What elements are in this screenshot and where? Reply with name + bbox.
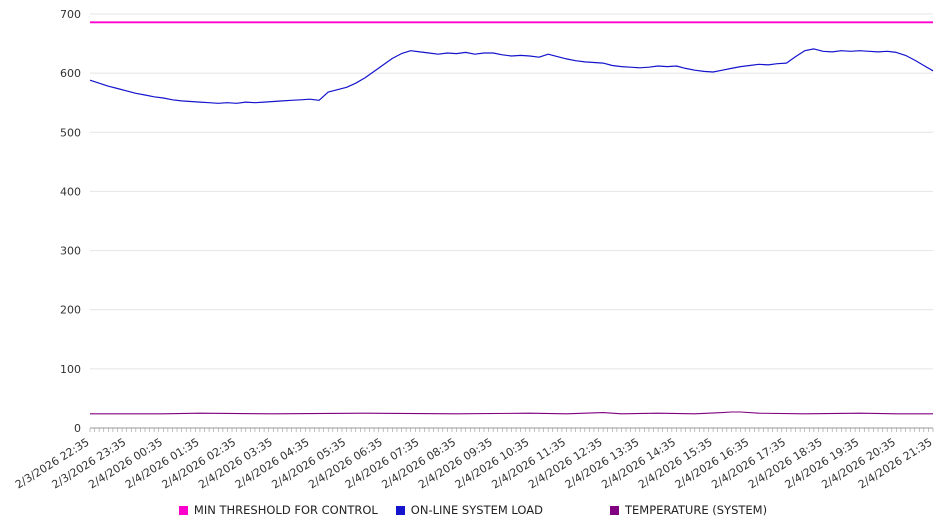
legend-swatch-system-load-icon bbox=[395, 505, 405, 515]
legend-item-system-load[interactable]: ON-LINE SYSTEM LOAD bbox=[395, 503, 543, 517]
series-line-temperature bbox=[90, 411, 933, 415]
y-axis-label: 400 bbox=[60, 185, 81, 198]
y-axis-label: 0 bbox=[74, 422, 81, 435]
legend-label-temperature: TEMPERATURE (SYSTEM) bbox=[625, 503, 768, 517]
series-line-system-load bbox=[89, 48, 934, 104]
legend-swatch-temperature-icon bbox=[610, 505, 619, 515]
legend-label-system-load: ON-LINE SYSTEM LOAD bbox=[410, 503, 543, 517]
y-axis-label: 500 bbox=[60, 126, 81, 139]
legend-label-min-threshold: MIN THRESHOLD FOR CONTROL bbox=[193, 503, 378, 517]
legend-item-min-threshold[interactable]: MIN THRESHOLD FOR CONTROL bbox=[178, 503, 378, 517]
y-axis-label: 100 bbox=[60, 363, 81, 376]
legend-swatch-min-threshold-icon bbox=[178, 505, 188, 515]
legend-item-temperature[interactable]: TEMPERATURE (SYSTEM) bbox=[610, 503, 767, 517]
y-axis-label: 600 bbox=[60, 67, 81, 80]
y-axis-label: 300 bbox=[60, 245, 81, 258]
y-axis-label: 700 bbox=[60, 8, 81, 21]
y-axis-label: 200 bbox=[60, 304, 81, 317]
chart-legend: MIN THRESHOLD FOR CONTROL ON-LINE SYSTEM… bbox=[0, 494, 946, 526]
